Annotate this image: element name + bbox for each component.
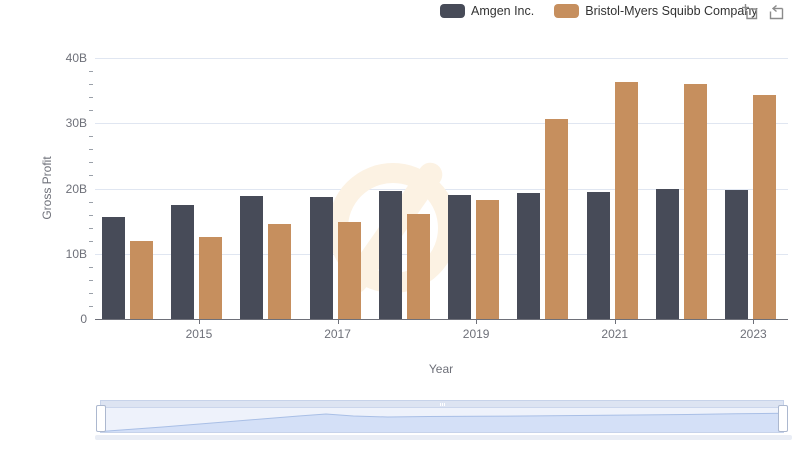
restore-button[interactable] bbox=[767, 3, 786, 22]
bar-bristol-myers-2015[interactable] bbox=[198, 236, 222, 319]
data-zoom-right-handle[interactable] bbox=[778, 405, 788, 432]
bar-bristol-myers-2017[interactable] bbox=[337, 222, 361, 319]
plot-area: 0 10B 20B 30B 40B 2015 2017 2019 2021 2023 bbox=[66, 51, 788, 341]
x-tick-label-2021: 2021 bbox=[601, 327, 629, 341]
bar-amgen-2018[interactable] bbox=[378, 191, 402, 319]
bar-bristol-myers-2016[interactable] bbox=[268, 224, 292, 319]
y-minor-tick bbox=[89, 97, 93, 99]
data-zoom-shadow bbox=[101, 407, 783, 432]
x-tick-2021 bbox=[614, 319, 616, 324]
legend-label-bristol-myers: Bristol-Myers Squibb Company bbox=[585, 4, 758, 18]
bar-bristol-myers-2020[interactable] bbox=[545, 118, 569, 319]
y-minor-tick bbox=[89, 136, 93, 138]
y-minor-tick bbox=[89, 240, 93, 242]
data-zoom-select-button[interactable] bbox=[741, 3, 760, 22]
legend-item-amgen[interactable]: Amgen Inc. bbox=[440, 4, 534, 18]
y-tick-label-40B: 40B bbox=[65, 51, 87, 65]
bar-amgen-2019[interactable] bbox=[448, 195, 472, 319]
gridline-40B bbox=[95, 58, 788, 59]
bar-amgen-2014[interactable] bbox=[101, 217, 125, 319]
y-tick-label-20B: 20B bbox=[65, 181, 87, 196]
bar-bristol-myers-2021[interactable] bbox=[614, 81, 638, 319]
y-minor-tick bbox=[89, 71, 93, 73]
legend-swatch-bristol-myers-icon bbox=[554, 4, 580, 18]
y-minor-tick bbox=[89, 279, 93, 281]
x-tick-label-2017: 2017 bbox=[324, 327, 351, 341]
y-minor-tick bbox=[89, 110, 93, 112]
y-axis-title: Gross Profit bbox=[40, 156, 54, 220]
restore-icon bbox=[769, 4, 784, 20]
bar-bristol-myers-2018[interactable] bbox=[406, 213, 430, 319]
bar-amgen-2021[interactable] bbox=[586, 191, 610, 319]
legend-item-bristol-myers[interactable]: Bristol-Myers Squibb Company bbox=[554, 4, 758, 18]
x-tick-2015 bbox=[198, 319, 200, 324]
x-tick-2023 bbox=[753, 319, 755, 324]
y-tick-label-0: 0 bbox=[80, 312, 87, 326]
y-minor-tick bbox=[89, 84, 93, 86]
bar-amgen-2020[interactable] bbox=[517, 193, 541, 319]
y-minor-tick bbox=[89, 201, 93, 203]
x-tick-label-2023: 2023 bbox=[739, 327, 767, 341]
legend-label-amgen: Amgen Inc. bbox=[471, 4, 535, 18]
y-minor-tick bbox=[89, 292, 93, 294]
toolbox bbox=[741, 3, 786, 22]
data-zoom-slider-track[interactable] bbox=[96, 400, 788, 433]
y-tick-label-10B: 10B bbox=[65, 246, 87, 261]
legend: Amgen Inc. Bristol-Myers Squibb Company bbox=[440, 4, 758, 18]
y-tick-label-30B: 30B bbox=[65, 116, 87, 131]
gridline-30B bbox=[95, 123, 788, 125]
data-zoom-select-icon bbox=[742, 4, 758, 20]
x-axis-title: Year bbox=[428, 362, 454, 376]
y-minor-tick bbox=[89, 149, 93, 151]
x-tick-label-2019: 2019 bbox=[462, 327, 490, 341]
data-zoom-move-handle[interactable] bbox=[101, 401, 783, 408]
bar-amgen-2022[interactable] bbox=[656, 188, 680, 319]
bar-amgen-2023[interactable] bbox=[725, 190, 749, 319]
legend-swatch-amgen-icon bbox=[440, 4, 465, 18]
bar-bristol-myers-2014[interactable] bbox=[129, 240, 153, 319]
y-minor-tick bbox=[89, 227, 93, 229]
bar-amgen-2016[interactable] bbox=[240, 196, 264, 319]
bar-bristol-myers-2022[interactable] bbox=[684, 84, 708, 319]
bar-amgen-2015[interactable] bbox=[170, 204, 194, 319]
y-minor-tick bbox=[89, 305, 93, 307]
y-minor-tick bbox=[89, 175, 93, 177]
y-minor-tick bbox=[89, 214, 93, 216]
data-zoom-bottom-band bbox=[95, 435, 792, 440]
x-tick-2017 bbox=[337, 319, 339, 324]
x-axis-line bbox=[95, 319, 788, 320]
bar-bristol-myers-2019[interactable] bbox=[476, 200, 500, 319]
y-minor-tick bbox=[89, 162, 93, 164]
data-zoom-left-handle[interactable] bbox=[96, 405, 106, 432]
bar-amgen-2017[interactable] bbox=[309, 196, 333, 319]
bar-bristol-myers-2023[interactable] bbox=[753, 95, 777, 319]
y-minor-tick bbox=[89, 266, 93, 268]
x-tick-label-2015: 2015 bbox=[185, 327, 213, 341]
x-tick-2019 bbox=[476, 319, 478, 324]
